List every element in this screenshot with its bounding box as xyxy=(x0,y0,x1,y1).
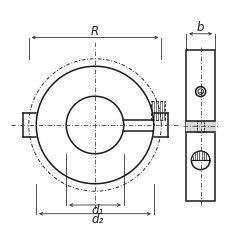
Text: d₂: d₂ xyxy=(92,213,104,226)
Wedge shape xyxy=(192,151,210,160)
Text: R: R xyxy=(91,25,99,38)
Text: b: b xyxy=(197,21,204,34)
Text: d₁: d₁ xyxy=(92,204,104,217)
